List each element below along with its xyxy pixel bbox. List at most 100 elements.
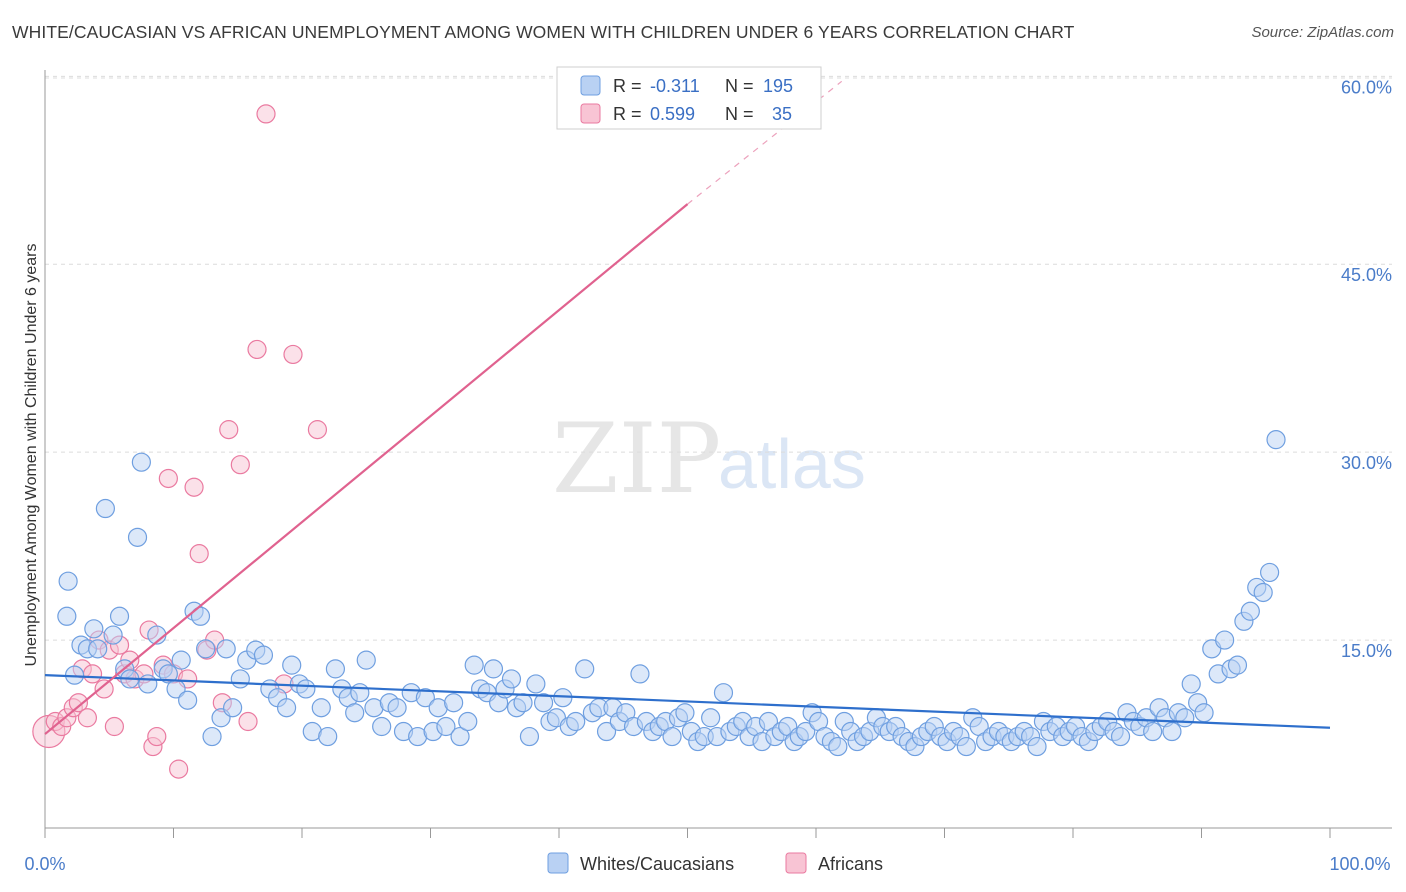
white-point-22 [190,606,211,626]
white-point-97 [701,708,721,728]
legend-n-label-whites: N = [725,76,754,96]
series-africans [32,104,328,779]
trend-lines [44,80,1331,735]
african-point-7 [77,708,98,728]
white-point-64 [483,659,504,679]
y-tick-label-30: 30.0% [1341,453,1392,473]
white-point-179 [1227,655,1248,675]
source-label: Source: ZipAtlas.com [1251,24,1394,41]
white-point-69 [513,693,533,713]
white-point-70 [519,726,540,747]
white-point-41 [325,659,346,679]
legend-r-label-africans: R = [613,104,642,124]
african-point-37 [283,344,303,365]
white-point-8 [103,625,123,645]
white-point-58 [444,693,464,713]
bottom-legend-label-africans: Africans [818,854,883,874]
white-point-72 [533,693,554,713]
white-point-12 [127,527,148,547]
african-point-32 [230,455,250,475]
legend-r-value-whites: -0.311 [650,76,700,96]
white-point-35 [282,655,302,675]
white-point-117 [828,736,848,757]
white-point-172 [1181,674,1201,694]
african-point-12 [104,716,124,737]
white-point-1 [58,571,78,591]
african-point-26 [184,477,204,497]
bottom-legend-swatch-africans [785,852,807,874]
white-point-59 [450,726,470,747]
white-point-174 [1194,703,1214,723]
white-point-50 [387,698,407,718]
white-point-86 [630,664,650,684]
white-point-13 [131,452,151,472]
legend-n-label-africans: N = [725,104,754,124]
white-point-183 [1253,582,1273,603]
white-point-184 [1260,562,1280,583]
white-point-26 [216,639,236,659]
white-point-93 [675,703,695,723]
white-point-23 [196,639,216,659]
y-tick-label-15: 15.0% [1341,641,1392,661]
white-point-185 [1266,430,1286,450]
african-point-35 [256,104,276,124]
african-point-33 [238,711,258,732]
y-axis-label: Unemployment Among Women with Children U… [23,243,40,666]
white-point-177 [1215,630,1235,650]
white-point-17 [158,664,178,684]
white-point-40 [318,726,338,747]
african-point-38 [307,420,328,440]
y-tick-label-60: 60.0% [1341,77,1392,97]
white-point-37 [296,679,316,699]
series-legend: Whites/Caucasians Africans [547,852,883,874]
white-point-71 [526,674,546,694]
legend-swatch-africans [580,103,601,124]
white-point-148 [1027,736,1047,757]
white-point-161 [1110,726,1131,747]
white-point-61 [464,655,484,675]
white-point-81 [596,721,617,742]
white-point-34 [276,698,297,718]
white-point-31 [253,645,274,665]
trend-line-africans-extension [687,80,843,205]
white-point-137 [956,736,976,757]
white-point-112 [796,721,816,742]
white-point-24 [202,726,222,747]
white-point-77 [566,711,586,732]
x-tick-label-min: 0.0% [24,854,65,874]
white-point-44 [345,703,365,723]
x-tick-label-max: 100.0% [1329,854,1390,874]
white-point-39 [311,698,331,718]
white-point-5 [84,619,104,639]
white-point-19 [171,650,191,670]
white-point-14 [138,674,158,694]
white-point-54 [415,688,435,708]
white-point-99 [713,683,734,703]
stats-legend-box [556,66,822,130]
white-point-7 [95,498,115,519]
white-point-20 [178,690,198,710]
african-point-5 [68,693,89,713]
white-point-166 [1143,721,1163,742]
trend-line-africans [44,203,689,735]
african-point-20 [147,726,167,747]
african-point-27 [189,544,209,564]
x-ticks [44,828,1331,838]
african-point-24 [169,759,189,779]
white-point-27 [223,698,243,718]
watermark-atlas: atlas [718,425,866,503]
white-point-171 [1175,708,1195,728]
white-point-60 [458,711,478,732]
white-point-169 [1162,721,1182,742]
white-point-67 [501,669,522,689]
white-point-45 [350,683,370,703]
african-point-8 [82,664,103,684]
white-point-28 [230,669,250,689]
legend-r-value-africans: 0.599 [650,104,695,124]
white-point-78 [575,659,595,679]
watermark-zip: ZIP [552,403,721,515]
legend-n-value-africans: 35 [772,104,792,124]
chart-title: WHITE/CAUCASIAN VS AFRICAN UNEMPLOYMENT … [12,22,1075,42]
white-point-91 [662,726,682,747]
y-tick-label-45: 45.0% [1341,265,1392,285]
